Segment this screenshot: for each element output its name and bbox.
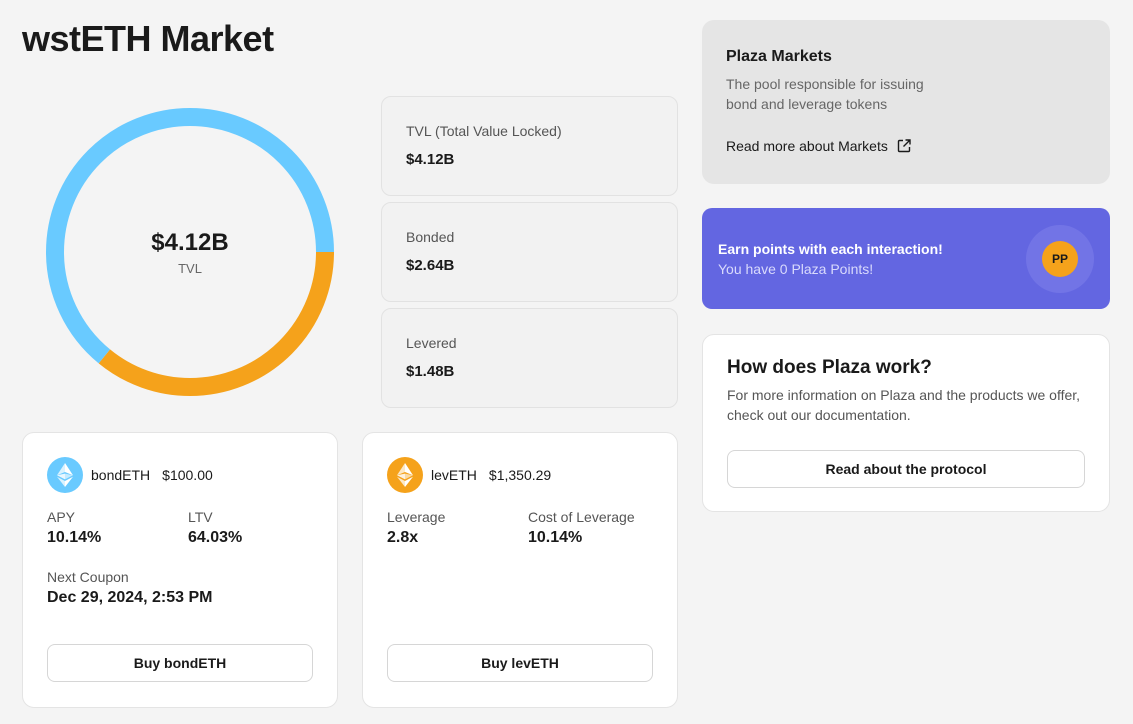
read-about-protocol-button[interactable]: Read about the protocol <box>727 450 1085 488</box>
next-coupon-value: Dec 29, 2024, 2:53 PM <box>47 589 213 606</box>
plaza-markets-card: Plaza Markets The pool responsible for i… <box>702 20 1110 184</box>
ltv-label: LTV <box>188 509 213 525</box>
cost-of-leverage-value: 10.14% <box>528 529 583 546</box>
stat-levered-label: Levered <box>406 335 457 351</box>
token-price: $100.00 <box>162 467 213 483</box>
ltv-metric: LTV 64.03% <box>188 509 242 547</box>
donut-label: TVL <box>178 260 202 276</box>
token-name: bondETH <box>91 467 151 483</box>
stat-bonded-label: Bonded <box>406 229 455 245</box>
ltv-value: 64.03% <box>188 529 243 546</box>
cost-of-leverage-metric: Cost of Leverage 10.14% <box>528 509 635 547</box>
plaza-points-badge: PP <box>1026 224 1094 293</box>
plaza-points-card: Earn points with each interaction! You h… <box>702 208 1110 309</box>
stat-tvl: TVL (Total Value Locked) $4.12B <box>381 96 678 196</box>
token-price: $1,350.29 <box>488 467 552 483</box>
leverage-value: 2.8x <box>387 529 419 546</box>
apy-value: 10.14% <box>47 529 102 546</box>
read-more-markets-link[interactable]: Read more about Markets <box>726 138 1086 154</box>
cost-of-leverage-label: Cost of Leverage <box>528 509 635 525</box>
stat-levered: Levered $1.48B <box>381 308 678 408</box>
read-more-markets-label: Read more about Markets <box>726 138 888 154</box>
markets-title: Plaza Markets <box>726 48 832 65</box>
leverage-label: Leverage <box>387 509 446 525</box>
markets-description: The pool responsible for issuing bond an… <box>726 76 924 112</box>
stat-tvl-value: $4.12B <box>406 151 455 168</box>
points-title: Earn points with each interaction! <box>718 240 943 257</box>
plaza-coins-illustration <box>950 20 1110 184</box>
how-title: How does Plaza work? <box>727 357 932 378</box>
token-name: levETH <box>431 467 477 483</box>
next-coupon-metric: Next Coupon Dec 29, 2024, 2:53 PM <box>47 569 212 607</box>
stat-bonded-value: $2.64B <box>406 257 455 274</box>
apy-label: APY <box>47 509 76 525</box>
tvl-donut-chart: $4.12B TVL <box>44 106 336 398</box>
points-subtitle: You have 0 Plaza Points! <box>718 260 874 277</box>
stat-tvl-label: TVL (Total Value Locked) <box>406 123 562 139</box>
stat-bonded: Bonded $2.64B <box>381 202 678 302</box>
buy-bondeth-button[interactable]: Buy bondETH <box>47 644 313 682</box>
how-plaza-works-card: How does Plaza work? For more informatio… <box>702 334 1110 512</box>
ethereum-icon <box>387 457 423 493</box>
ethereum-icon <box>47 457 83 493</box>
how-description: For more information on Plaza and the pr… <box>727 387 1081 423</box>
page-title: wstETH Market <box>22 18 274 59</box>
plaza-points-badge-label: PP <box>1042 240 1078 277</box>
donut-segment-bonded <box>46 108 334 396</box>
next-coupon-label: Next Coupon <box>47 569 129 585</box>
external-link-icon <box>897 139 911 153</box>
bond-eth-card: bondETH $100.00 APY 10.14% LTV 64.03% Ne… <box>22 432 338 708</box>
donut-value: $4.12B <box>151 228 229 256</box>
apy-metric: APY 10.14% <box>47 509 101 547</box>
leverage-metric: Leverage 2.8x <box>387 509 445 547</box>
lev-eth-card: levETH $1,350.29 Leverage 2.8x Cost of L… <box>362 432 678 708</box>
stat-levered-value: $1.48B <box>406 363 455 380</box>
donut-svg <box>46 108 334 396</box>
buy-leveth-button[interactable]: Buy levETH <box>387 644 653 682</box>
